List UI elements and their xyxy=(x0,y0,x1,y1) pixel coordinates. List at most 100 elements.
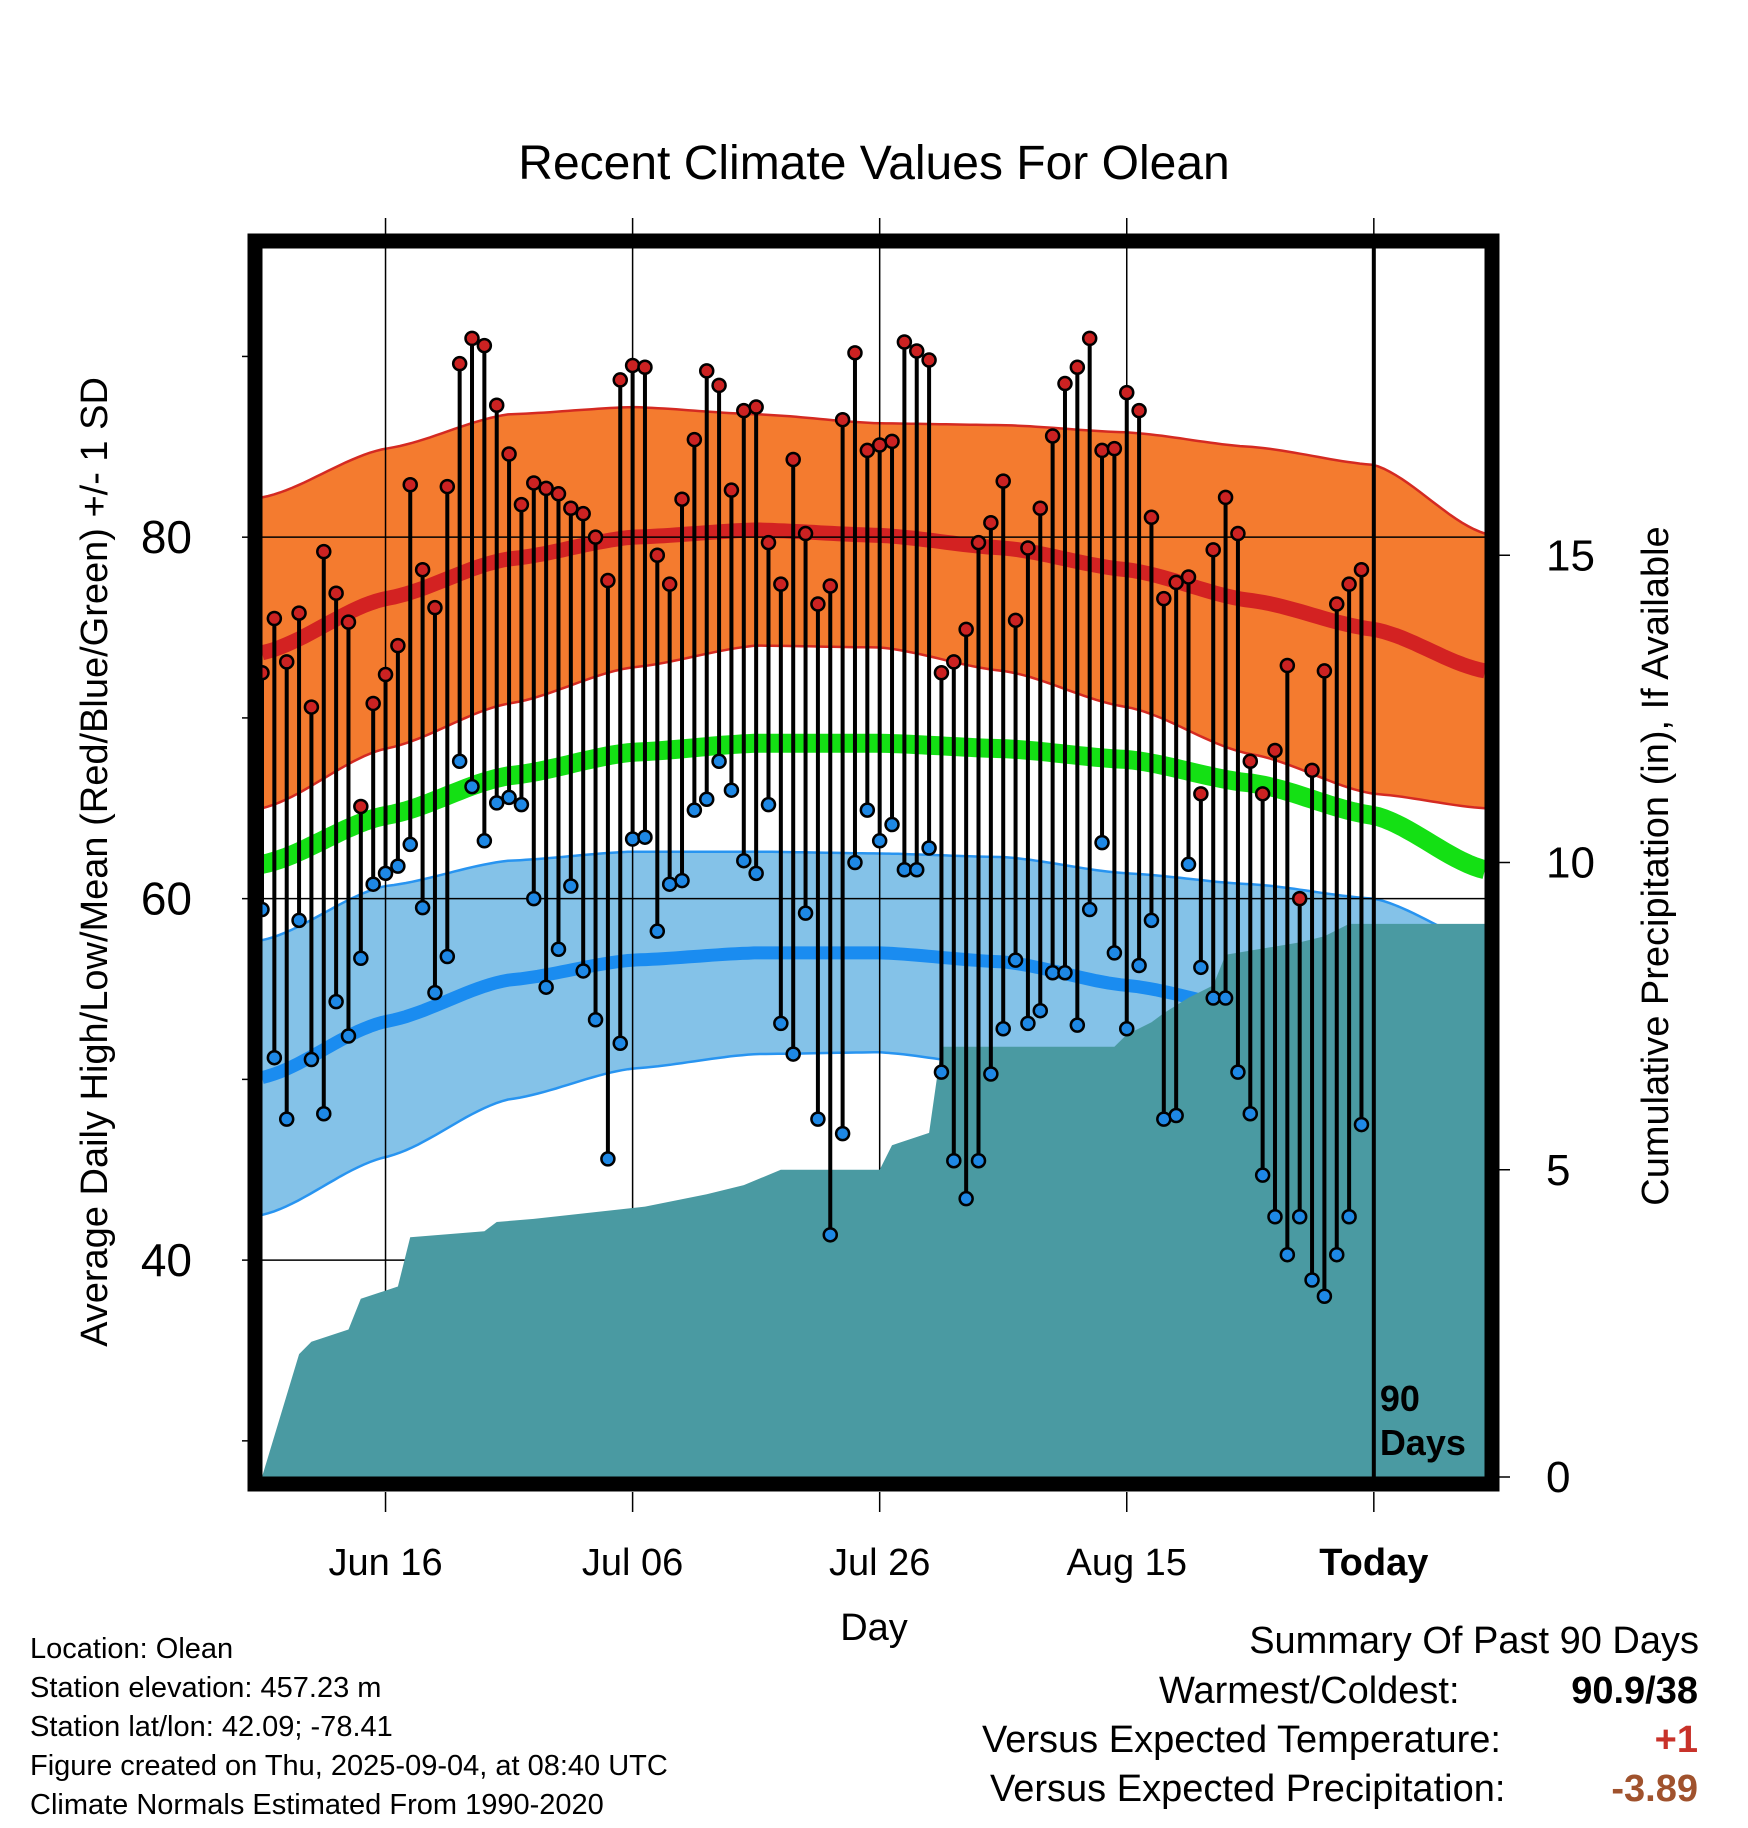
high-sd-upper-edge xyxy=(261,405,1486,535)
daily-low-point xyxy=(1168,1107,1184,1124)
x-tick-label: Jul 26 xyxy=(829,1542,930,1584)
chart-title: Recent Climate Values For Olean xyxy=(518,137,1230,190)
daily-high-point xyxy=(575,505,591,522)
summary-temp-value: +1 xyxy=(1654,1719,1698,1761)
daily-low-point xyxy=(414,899,431,916)
daily-low-point xyxy=(1057,964,1073,981)
daily-high-point xyxy=(390,637,406,654)
x-tick-label: Jul 06 xyxy=(582,1542,683,1584)
daily-low-point xyxy=(488,795,505,811)
daily-high-point xyxy=(439,478,456,495)
daily-high-point xyxy=(563,500,579,517)
daily-low-point xyxy=(1267,1208,1283,1225)
summary-temp-label: Versus Expected Temperature: xyxy=(982,1719,1501,1761)
daily-high-point xyxy=(600,572,616,589)
daily-low-point xyxy=(884,816,900,833)
low-sd-band xyxy=(262,851,1485,1223)
daily-high-point xyxy=(649,547,666,563)
daily-low-point xyxy=(1180,856,1197,873)
summary-precip-label: Versus Expected Precipitation: xyxy=(990,1768,1506,1810)
daily-high-point xyxy=(464,330,480,347)
low-sd-upper-edge xyxy=(261,850,1486,946)
daily-high-point xyxy=(637,359,653,376)
daily-low-point xyxy=(1020,1015,1036,1032)
daily-low-point xyxy=(637,829,653,845)
daily-high-point xyxy=(1304,762,1320,779)
daily-low-point xyxy=(723,782,740,798)
daily-high-point xyxy=(1069,359,1086,376)
daily-low-point xyxy=(328,993,344,1010)
daily-low-point xyxy=(921,840,937,856)
daily-high-point xyxy=(1267,742,1283,759)
daily-low-point xyxy=(1081,901,1098,918)
daily-high-point xyxy=(1020,540,1036,556)
footer-elevation: Station elevation: 457.23 m xyxy=(30,1672,382,1704)
daily-high-point xyxy=(1205,542,1221,558)
daily-high-point xyxy=(736,402,752,419)
daily-high-point xyxy=(983,514,999,531)
daily-high-point xyxy=(1254,786,1271,802)
daily-low-point xyxy=(1205,990,1221,1006)
daily-high-point xyxy=(1044,428,1061,444)
daily-low-point xyxy=(278,1111,295,1127)
summary-warm-cold-value: 90.9/38 xyxy=(1571,1670,1698,1712)
daily-high-point xyxy=(686,431,703,448)
daily-low-point xyxy=(1279,1246,1296,1263)
daily-low-point xyxy=(748,865,764,882)
y-tick-label: 60 xyxy=(141,873,192,925)
daily-low-point xyxy=(736,852,752,869)
axes: 40 60 80 Average Daily High/Low/Mean (Red/B… xyxy=(74,218,1677,1649)
daily-high-point xyxy=(538,480,554,497)
normal-high-line xyxy=(260,522,1487,679)
daily-high-point xyxy=(1242,753,1259,770)
y2-axis-label: Cumulative Precipitation (in), If Availa… xyxy=(1635,526,1677,1205)
daily-high-point xyxy=(316,543,332,560)
daily-high-point xyxy=(1316,663,1333,679)
daily-low-point xyxy=(365,876,381,892)
daily-high-point xyxy=(797,525,814,542)
daily-low-point xyxy=(377,865,394,882)
daily-low-point xyxy=(464,778,480,795)
daily-low-point xyxy=(933,1064,950,1080)
daily-low-point xyxy=(1341,1208,1357,1225)
daily-low-point xyxy=(439,948,456,965)
daily-low-point xyxy=(698,791,715,807)
daily-high-point xyxy=(896,334,913,350)
y2-tick-label: 5 xyxy=(1546,1146,1570,1195)
daily-low-point xyxy=(1118,1021,1135,1037)
daily-high-point xyxy=(674,491,690,507)
daily-low-point xyxy=(1094,834,1110,851)
daily-low-point xyxy=(1106,945,1123,961)
daily-low-point xyxy=(266,1049,283,1066)
daily-high-point xyxy=(1156,590,1172,607)
daily-high-point xyxy=(451,355,468,372)
daily-low-point xyxy=(1242,1105,1259,1122)
daily-low-point xyxy=(303,1051,320,1068)
daily-low-point xyxy=(983,1066,999,1082)
daily-low-point xyxy=(649,923,666,939)
daily-high-point xyxy=(1180,569,1197,585)
daily-high-point xyxy=(723,482,740,498)
footer-normals: Climate Normals Estimated From 1990-2020 xyxy=(30,1789,604,1821)
daily-high-point xyxy=(328,585,344,601)
summary-precip-value: -3.89 xyxy=(1611,1768,1698,1810)
daily-low-point xyxy=(612,1035,629,1051)
daily-low-point xyxy=(970,1152,987,1169)
daily-high-point xyxy=(1131,402,1147,419)
daily-low-point xyxy=(538,979,554,995)
daily-low-point xyxy=(785,1046,801,1062)
daily-high-point xyxy=(1291,890,1308,907)
today-marker-label: Days xyxy=(1380,1422,1466,1463)
daily-high-point xyxy=(1143,509,1160,526)
daily-high-point xyxy=(278,654,295,670)
cumulative-precip-area xyxy=(262,923,1485,1477)
daily-high-point xyxy=(365,695,381,712)
summary-title: Summary Of Past 90 Days xyxy=(1249,1620,1699,1662)
daily-high-point xyxy=(353,798,369,815)
daily-high-point xyxy=(1168,574,1184,591)
daily-high-point xyxy=(970,534,987,551)
daily-low-point xyxy=(847,854,863,871)
daily-low-point xyxy=(1329,1246,1345,1263)
daily-low-point xyxy=(896,861,913,878)
daily-high-point xyxy=(773,576,789,592)
